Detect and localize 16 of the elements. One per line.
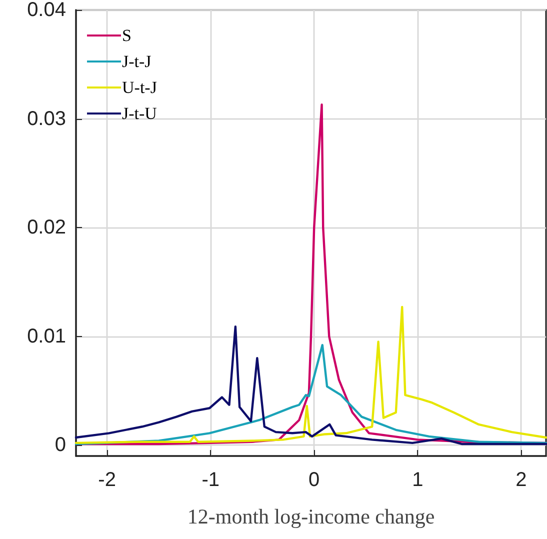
legend-label: J-t-U: [122, 104, 157, 123]
line-series: [74, 344, 547, 446]
y-tick-label: 0.04: [27, 0, 66, 21]
y-tick-label: 0.01: [27, 325, 66, 348]
x-tick-label: -1: [202, 469, 220, 491]
y-tick-label: 0.03: [27, 108, 66, 130]
legend-label: J-t-J: [122, 52, 152, 71]
y-tick-label: 0.02: [27, 216, 66, 239]
x-axis-title: 12-month log-income change: [187, 504, 435, 528]
x-tick-label: 2: [516, 469, 527, 491]
y-tick-label: 0: [54, 434, 66, 456]
legend-label: S: [122, 26, 132, 45]
x-tick-label: 0: [308, 469, 320, 491]
x-tick-label: -2: [98, 469, 116, 491]
legend-label: U-t-J: [122, 78, 158, 97]
x-tick-label: 1: [412, 469, 424, 491]
